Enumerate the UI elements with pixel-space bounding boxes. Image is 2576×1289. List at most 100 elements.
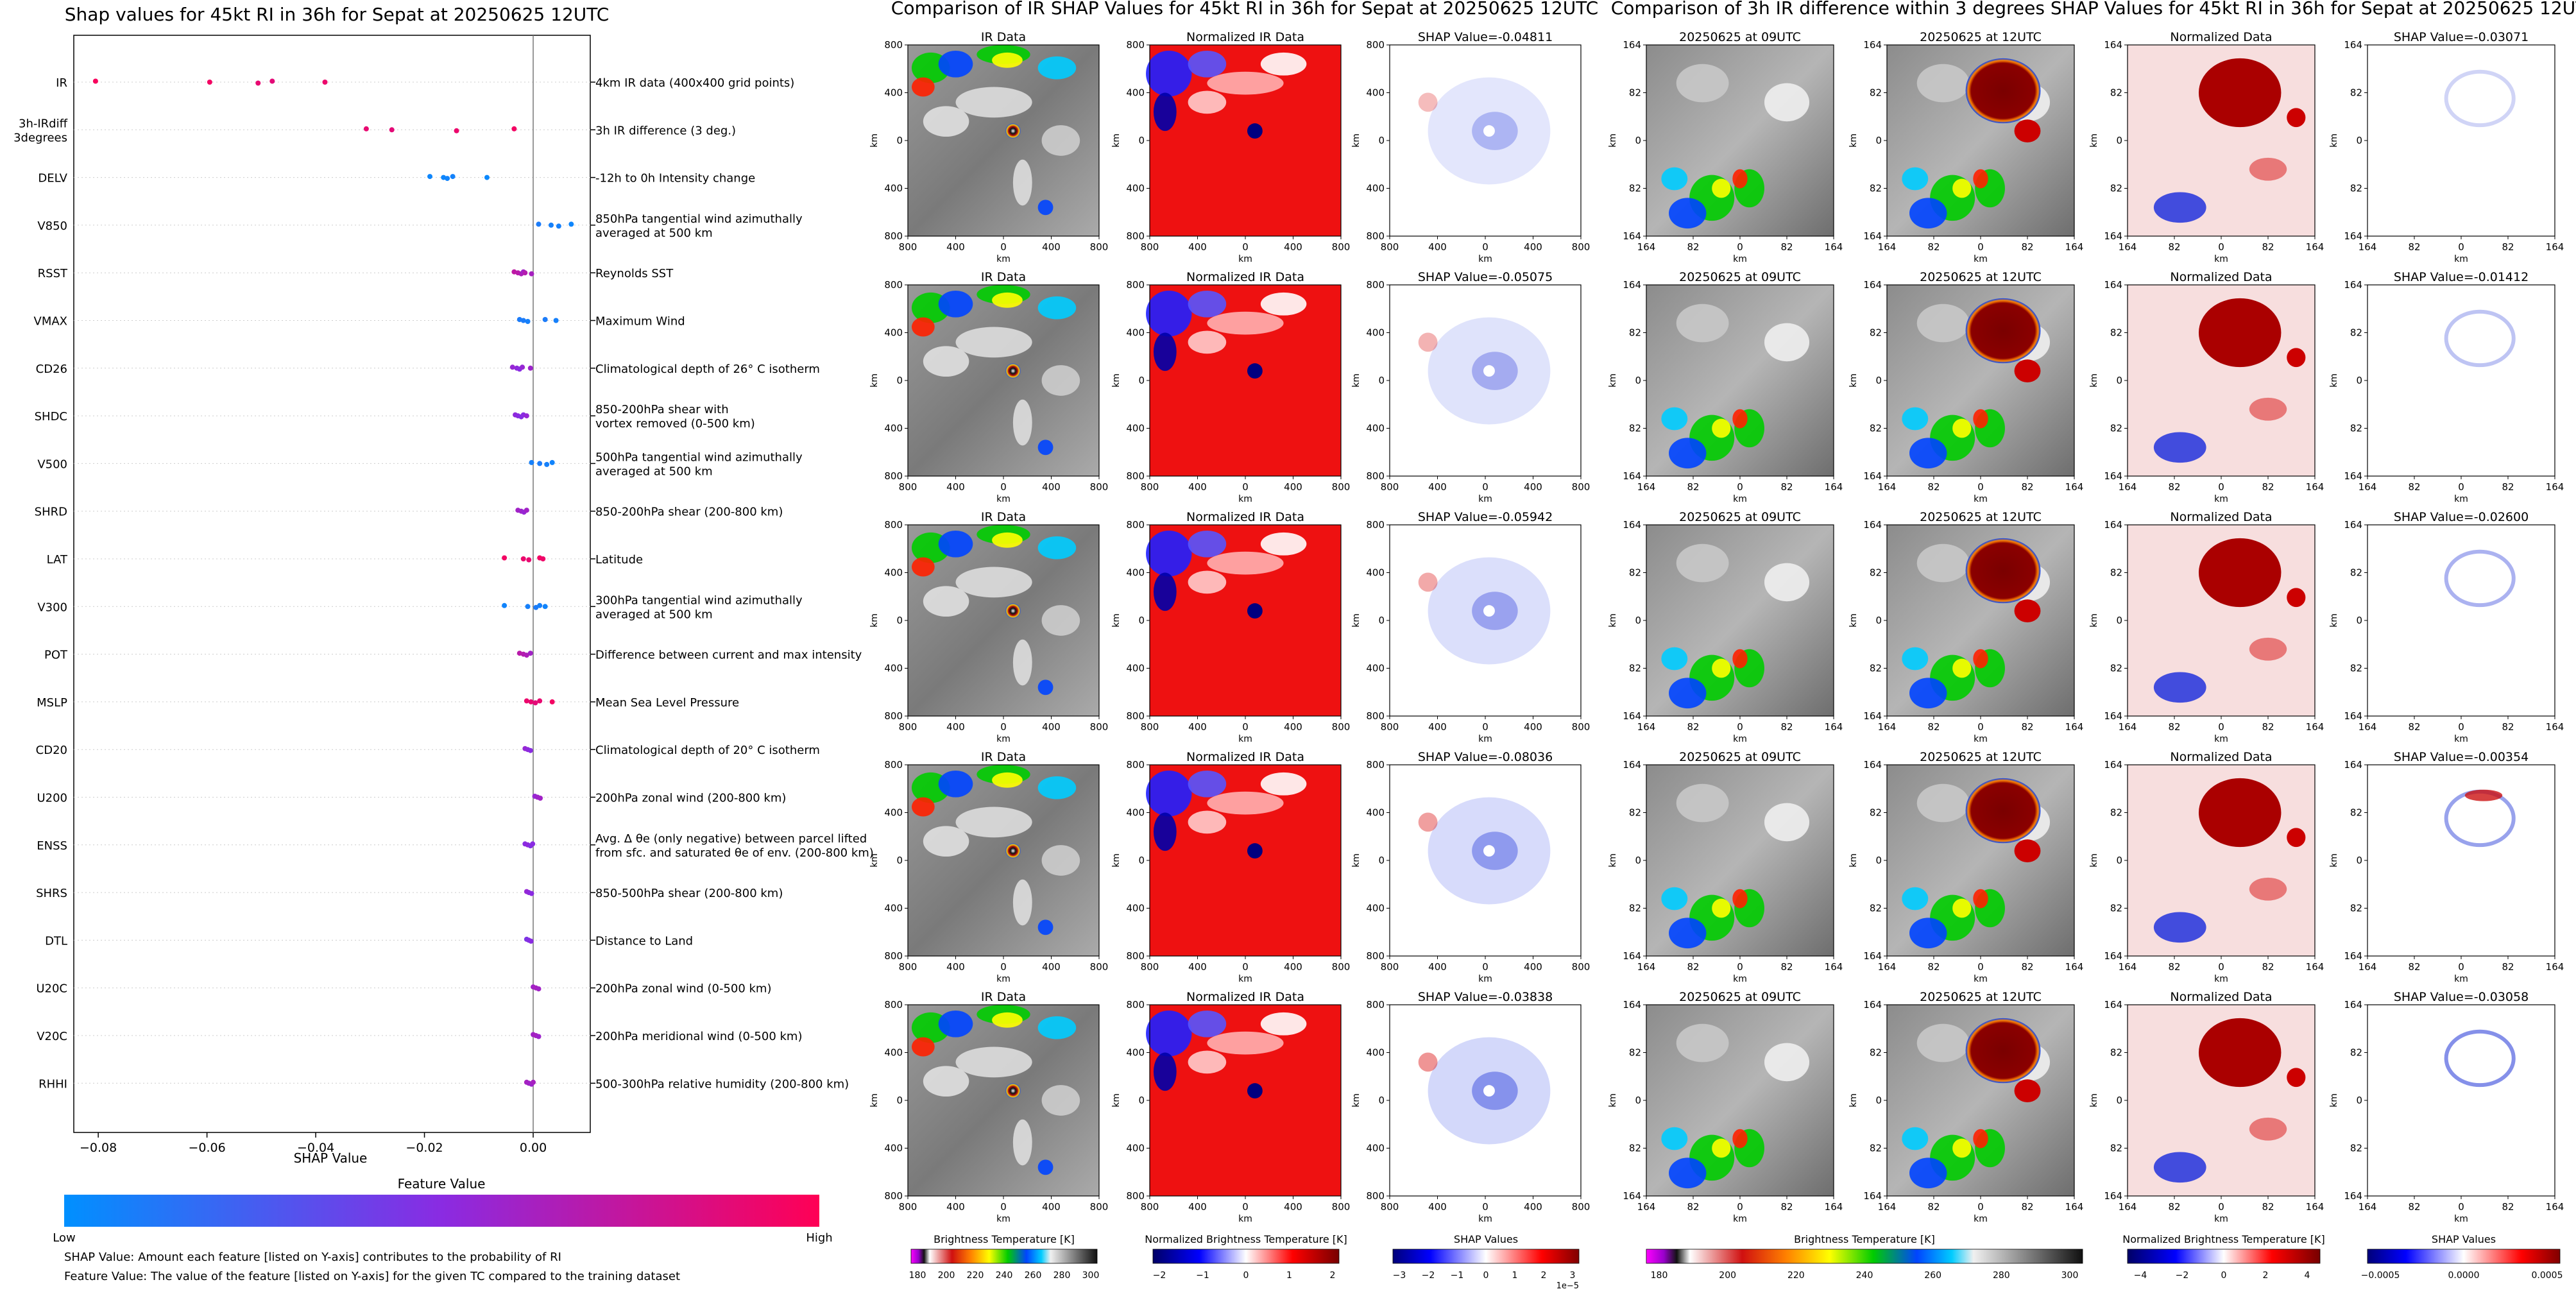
y-tick-label: 800 bbox=[1126, 950, 1145, 962]
feature-description: from sfc. and saturated θe of env. (200-… bbox=[595, 846, 874, 860]
y-tick-label: 400 bbox=[884, 663, 903, 674]
y-tick-label: 164 bbox=[1623, 279, 1641, 291]
x-tick-label: 400 bbox=[1428, 721, 1447, 733]
colorbar-tick: 240 bbox=[1856, 1270, 1873, 1281]
x-tick-label: 164 bbox=[1637, 1201, 1656, 1213]
x-tick-label: 82 bbox=[2168, 721, 2180, 733]
shap-map-image bbox=[1390, 285, 1581, 476]
cloud-blob bbox=[955, 327, 1032, 358]
y-axis-unit: km bbox=[1351, 853, 1361, 867]
y-tick-label: 164 bbox=[1623, 230, 1641, 242]
x-tick-label: 164 bbox=[2546, 721, 2564, 733]
y-tick-label: 800 bbox=[1366, 230, 1385, 242]
y-tick-label: 400 bbox=[884, 1143, 903, 1154]
y-tick-label: 400 bbox=[1126, 1047, 1145, 1059]
convective-burst bbox=[1965, 538, 2041, 604]
y-axis-unit: km bbox=[1848, 1093, 1859, 1107]
cloud-blob bbox=[1909, 678, 1947, 709]
cloud-blob bbox=[911, 1037, 935, 1057]
cloud-blob bbox=[992, 772, 1023, 788]
colorbar-tick: 300 bbox=[2061, 1270, 2079, 1281]
colorbar-tick: 280 bbox=[1993, 1270, 2010, 1281]
x-tick-label: 82 bbox=[1927, 481, 1940, 493]
colorbar-tick: 260 bbox=[1025, 1270, 1042, 1281]
y-tick-label: 0 bbox=[1138, 1095, 1145, 1106]
feature-description: -12h to 0h Intensity change bbox=[595, 172, 755, 185]
colorbar-tick: −2 bbox=[1153, 1270, 1166, 1281]
shap-point bbox=[538, 796, 543, 801]
x-tick-label: 82 bbox=[1927, 961, 1940, 973]
colorbar-tick: 0.0000 bbox=[2448, 1270, 2480, 1281]
x-tick-label: 82 bbox=[2262, 1201, 2274, 1213]
diff-shap-image bbox=[2367, 45, 2555, 236]
diff-shap-image bbox=[2367, 765, 2555, 956]
y-tick-label: 800 bbox=[1126, 710, 1145, 722]
x-tick-label: 164 bbox=[1878, 241, 1897, 253]
convective-cell bbox=[2014, 1079, 2041, 1102]
tc-eye bbox=[1247, 123, 1263, 139]
y-tick-label: 400 bbox=[1366, 807, 1385, 819]
feature-description: Maximum Wind bbox=[595, 315, 685, 329]
cloud-blob bbox=[1712, 418, 1731, 438]
x-axis-unit: km bbox=[1238, 734, 1252, 744]
colorbar-tick: 180 bbox=[1651, 1270, 1668, 1281]
panel-title: 20250625 at 12UTC bbox=[1920, 750, 2042, 764]
burst-anomaly bbox=[2198, 538, 2282, 608]
norm-blob bbox=[1260, 1012, 1307, 1036]
norm-blob bbox=[1207, 1031, 1284, 1055]
colorbar-tick: 2 bbox=[1541, 1270, 1547, 1281]
y-tick-label: 400 bbox=[1366, 87, 1385, 99]
x-tick-label: 400 bbox=[1284, 721, 1302, 733]
cloud-blob bbox=[1916, 303, 1970, 343]
y-tick-label: 0 bbox=[896, 615, 903, 626]
feature-description: 850-200hPa shear (200-800 km) bbox=[595, 506, 783, 519]
y-tick-label: 82 bbox=[2110, 567, 2122, 579]
x-axis-unit: km bbox=[1974, 974, 1988, 984]
y-tick-label: 164 bbox=[2104, 759, 2122, 771]
x-tick-label: 800 bbox=[1381, 481, 1399, 493]
norm-blob bbox=[1260, 532, 1307, 556]
x-axis-unit: km bbox=[996, 1214, 1011, 1224]
x-tick-label: 800 bbox=[1572, 721, 1591, 733]
x-tick-label: 400 bbox=[1284, 481, 1302, 493]
y-axis-unit: km bbox=[869, 853, 880, 867]
panel-title: SHAP Value=-0.00354 bbox=[2394, 750, 2529, 764]
tc-eye bbox=[1005, 603, 1021, 619]
y-tick-label: 164 bbox=[1623, 1190, 1641, 1202]
shap-point bbox=[363, 126, 369, 132]
x-tick-label: 164 bbox=[2358, 1201, 2377, 1213]
colorbar-tick: 0 bbox=[2221, 1270, 2227, 1281]
y-axis-unit: km bbox=[2089, 853, 2099, 867]
shap-map-image bbox=[1390, 765, 1581, 956]
x-tick-label: 0 bbox=[1242, 721, 1249, 733]
x-tick-label: 164 bbox=[2119, 241, 2137, 253]
x-tick-label: −0.04 bbox=[297, 1141, 334, 1155]
cloud-blob bbox=[955, 1046, 1032, 1078]
x-tick-label: 0 bbox=[2458, 961, 2464, 973]
y-tick-label: 82 bbox=[1629, 183, 1641, 194]
cloud-blob bbox=[1732, 889, 1748, 909]
norm-blob bbox=[1153, 1052, 1177, 1091]
cloud-blob bbox=[1041, 365, 1080, 396]
cloud-blob bbox=[923, 826, 969, 857]
cloud-blob bbox=[992, 1012, 1023, 1028]
x-axis-unit: km bbox=[1478, 254, 1492, 264]
y-axis-unit: km bbox=[1351, 1093, 1361, 1107]
x-axis-unit: km bbox=[1238, 494, 1252, 504]
feature-colorbar-title: Feature Value bbox=[398, 1176, 486, 1191]
y-tick-label: 0 bbox=[2116, 375, 2122, 386]
cloud-blob bbox=[1712, 1138, 1731, 1158]
positive-anomaly bbox=[2287, 108, 2306, 128]
y-tick-label: 82 bbox=[2350, 183, 2362, 194]
y-tick-label: 400 bbox=[1366, 663, 1385, 674]
panel-title: 20250625 at 12UTC bbox=[1920, 30, 2042, 44]
y-tick-label: 82 bbox=[2110, 423, 2122, 434]
x-tick-label: 400 bbox=[1284, 241, 1302, 253]
